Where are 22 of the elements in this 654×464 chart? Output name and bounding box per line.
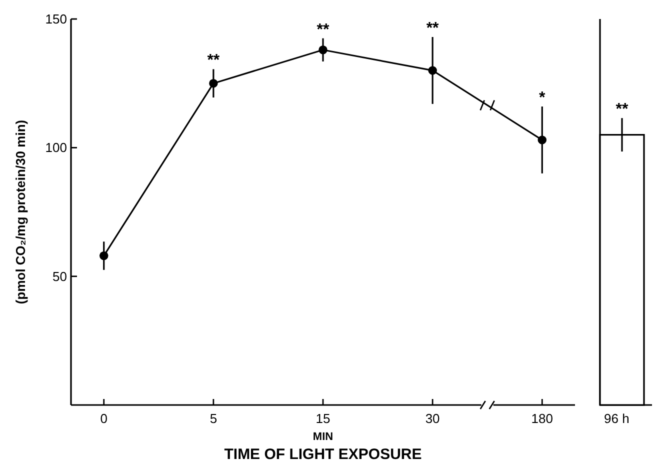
y-tick-label: 150 xyxy=(45,12,67,27)
y-axis-title: (pmol CO₂/mg protein/30 min) xyxy=(13,120,28,304)
annotation: * xyxy=(539,89,546,106)
annotation: ** xyxy=(616,101,629,118)
x-tick-label: 15 xyxy=(316,411,330,426)
x-tick-label: 5 xyxy=(210,411,218,426)
x-tick-label: 96 h xyxy=(604,411,630,426)
annotation: ** xyxy=(207,52,220,70)
point xyxy=(100,251,108,260)
x-axis-title: MIN xyxy=(312,431,334,443)
annotation: ** xyxy=(316,21,330,38)
x-tick-label: 0 xyxy=(100,411,108,426)
text: TIME OF LIGHT EXPOSURE xyxy=(224,446,422,463)
x-tick-label: 180 xyxy=(531,411,553,426)
x-tick-label: 30 xyxy=(425,411,440,426)
point xyxy=(318,46,328,54)
point xyxy=(538,136,546,144)
y-tick-label: 50 xyxy=(52,268,67,284)
annotation: ** xyxy=(426,20,440,38)
point xyxy=(209,78,218,88)
y-tick-label: 100 xyxy=(45,140,67,156)
point xyxy=(428,66,437,75)
